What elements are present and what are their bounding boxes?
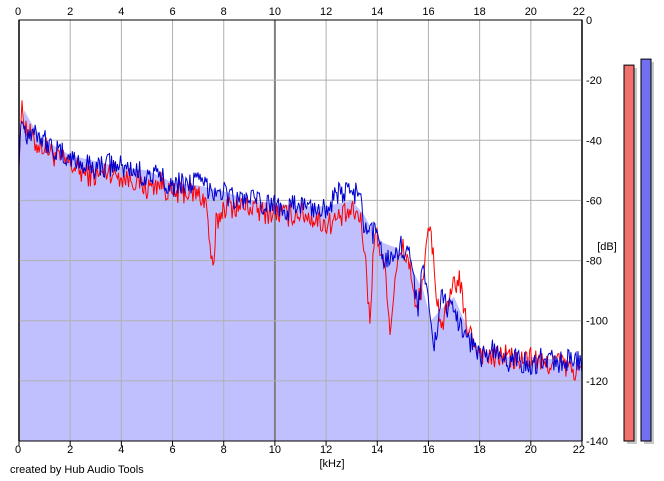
x-tick-labels-bottom: 0 2 4 6 8 10 12 14 16 18 20 22: [15, 444, 585, 456]
y-tick-label: -100: [586, 316, 608, 328]
x-tick-label: 18: [474, 6, 486, 18]
x-tick-label: 10: [269, 444, 281, 456]
series-line-blue: [18, 120, 583, 376]
x-tick-label: 2: [67, 6, 73, 18]
y-tick-label: -40: [586, 135, 602, 147]
spectrum-envelope-fill: [19, 110, 582, 441]
plot-border: [18, 19, 583, 442]
y-tick-label: -60: [586, 195, 602, 207]
x-tick-label: 14: [371, 444, 383, 456]
y-axis-label: [dB]: [597, 241, 617, 253]
y-tick-label: -140: [586, 436, 608, 448]
x-tick-label: 0: [15, 444, 21, 456]
x-tick-label: 8: [221, 444, 227, 456]
y-tick-label: -80: [586, 256, 602, 268]
y-tick-label: -20: [586, 75, 602, 87]
x-tick-label: 12: [320, 444, 332, 456]
x-tick-label: 20: [525, 444, 537, 456]
x-tick-label: 16: [422, 6, 434, 18]
y-tick-label: -120: [586, 376, 608, 388]
x-tick-label: 18: [474, 444, 486, 456]
x-tick-label: 22: [573, 6, 585, 18]
x-tick-label: 12: [320, 6, 332, 18]
x-tick-label: 0: [15, 6, 21, 18]
x-tick-label: 2: [67, 444, 73, 456]
x-axis-label: [kHz]: [319, 458, 344, 470]
level-meter-red: [623, 64, 635, 442]
x-tick-label: 6: [169, 444, 175, 456]
x-tick-label: 4: [118, 444, 124, 456]
series-line-red: [18, 100, 583, 381]
x-tick-label: 4: [118, 6, 124, 18]
x-tick-label: 8: [221, 6, 227, 18]
x-tick-label: 20: [525, 6, 537, 18]
series-group: [18, 100, 583, 381]
level-meters: [623, 58, 654, 444]
x-tick-label: 14: [371, 6, 383, 18]
x-tick-labels-top: 0 2 4 6 8 10 12 14 16 18 20 22: [15, 6, 585, 18]
x-tick-label: 6: [169, 6, 175, 18]
credit-text: created by Hub Audio Tools: [10, 464, 144, 476]
y-tick-labels: 0 -20 -40 -60 -80 -100 -120 -140: [586, 15, 608, 448]
x-tick-label: 10: [269, 6, 281, 18]
y-tick-label: 0: [586, 15, 592, 27]
x-tick-label: 22: [573, 444, 585, 456]
x-tick-label: 16: [422, 444, 434, 456]
level-meter-blue: [640, 58, 652, 442]
